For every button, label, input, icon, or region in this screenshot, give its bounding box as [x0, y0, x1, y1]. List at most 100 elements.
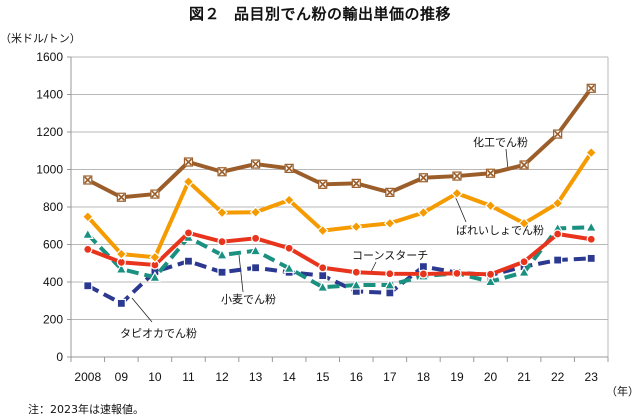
series-1	[81, 146, 598, 264]
data-point-marker	[115, 248, 128, 260]
y-tick-label: 200	[43, 313, 63, 327]
data-point-marker	[249, 206, 262, 219]
data-point-marker	[585, 146, 598, 159]
data-point-marker	[318, 271, 328, 281]
data-point-marker	[250, 233, 261, 243]
data-point-marker	[216, 206, 228, 219]
x-tick-label: 19	[450, 370, 464, 384]
data-point-marker-x	[218, 168, 226, 176]
data-point-marker-x	[352, 179, 360, 187]
y-tick-label: 0	[56, 350, 63, 364]
series-line	[86, 256, 592, 306]
x-tick-label: 12	[215, 370, 229, 384]
series-label: ばれいしょでん粉	[456, 224, 544, 237]
data-point-marker-x	[151, 190, 159, 198]
series-label: 小麦でん粉	[221, 293, 276, 306]
leader-line	[370, 261, 377, 273]
data-point-marker	[551, 197, 564, 210]
x-tick-label: 14	[282, 370, 296, 384]
data-point-marker	[148, 271, 161, 282]
x-tick-label: 2008	[74, 370, 101, 384]
data-point-marker	[318, 263, 328, 273]
data-point-marker	[250, 263, 261, 273]
axes	[67, 56, 609, 362]
data-point-marker	[385, 269, 395, 279]
x-tick-label: 11	[182, 370, 195, 384]
data-point-marker	[81, 228, 94, 239]
data-point-marker	[183, 228, 194, 238]
x-tick-label: 23	[585, 370, 599, 384]
data-point-marker	[585, 221, 598, 232]
x-tick-label: 15	[316, 370, 330, 384]
data-point-marker-x	[252, 160, 260, 168]
data-point-marker	[316, 281, 329, 292]
annotation-leader-lines	[131, 148, 509, 323]
y-tick-label: 1000	[36, 163, 63, 177]
data-point-marker	[418, 269, 429, 279]
data-point-marker	[217, 237, 227, 247]
data-point-marker	[284, 243, 294, 253]
data-point-marker	[351, 267, 361, 277]
x-tick-label: 20	[484, 370, 498, 384]
data-point-marker-x	[587, 84, 595, 92]
data-point-marker	[417, 206, 430, 219]
y-tick-label: 1400	[36, 88, 63, 102]
data-point-marker-x	[386, 188, 394, 196]
series-label: コーンスターチ	[352, 249, 428, 262]
data-point-marker	[484, 275, 497, 287]
data-point-marker	[182, 175, 195, 188]
data-point-marker-x	[117, 193, 125, 201]
footnote: 注：2023年は速報値。	[28, 403, 144, 416]
data-point-marker	[149, 251, 161, 264]
data-point-marker	[249, 244, 262, 256]
data-point-marker	[518, 217, 530, 230]
x-tick-label: 09	[115, 370, 129, 384]
x-tick-label: 22	[551, 370, 565, 384]
data-point-marker	[217, 267, 227, 277]
figure-number: 図２	[188, 5, 220, 23]
data-point-marker-x	[285, 164, 293, 172]
data-point-marker-x	[419, 174, 427, 182]
data-point-marker	[350, 220, 363, 233]
data-point-marker-x	[84, 176, 92, 184]
leader-line	[131, 297, 153, 323]
chart-title: 図２ 品目別でん粉の輸出単価の推移	[0, 3, 640, 24]
series-2	[83, 228, 596, 279]
data-point-marker-x	[453, 172, 461, 180]
series-line	[86, 151, 593, 260]
data-point-marker	[283, 194, 296, 206]
data-point-marker	[485, 269, 496, 279]
series-0	[83, 83, 596, 202]
data-point-marker	[183, 256, 194, 266]
x-tick-label: 21	[517, 370, 531, 384]
y-tick-label: 600	[43, 238, 63, 252]
y-axis-unit-label: （米ドル/トン）	[0, 32, 81, 45]
data-point-marker-x	[520, 161, 528, 169]
data-point-marker	[452, 268, 462, 278]
x-tick-label: 10	[148, 370, 162, 384]
data-point-marker	[586, 234, 596, 244]
data-point-marker	[350, 278, 363, 290]
data-point-marker	[518, 266, 531, 277]
data-point-marker	[283, 262, 296, 273]
data-point-marker-x	[486, 169, 495, 177]
data-point-marker	[553, 255, 563, 265]
x-tick-label: 17	[383, 370, 397, 384]
data-point-marker	[519, 257, 529, 267]
data-point-marker	[83, 281, 93, 291]
data-point-marker	[553, 229, 563, 239]
data-point-marker	[316, 224, 329, 237]
x-tick-label: 16	[350, 370, 364, 384]
data-point-marker-x	[319, 180, 327, 188]
data-point-marker	[385, 288, 395, 298]
x-axis-unit-label: （年）	[606, 385, 639, 398]
series-line	[86, 87, 593, 200]
data-point-marker	[484, 199, 497, 212]
data-point-marker	[451, 187, 463, 200]
leader-line	[238, 254, 244, 293]
series-3	[81, 221, 598, 292]
data-point-marker	[115, 262, 128, 274]
data-point-marker-x	[184, 158, 193, 166]
